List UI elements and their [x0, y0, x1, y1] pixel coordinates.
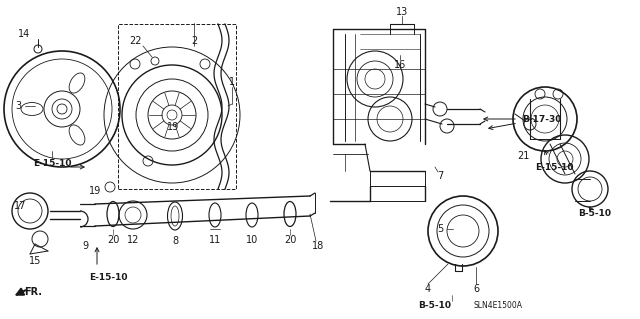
Text: 7: 7	[437, 171, 443, 181]
Text: 20: 20	[107, 235, 119, 245]
Text: E-15-10: E-15-10	[89, 272, 127, 281]
Text: E-15-10: E-15-10	[33, 160, 71, 168]
Text: E-15-10: E-15-10	[535, 162, 573, 172]
Text: 8: 8	[172, 236, 178, 246]
Text: 1: 1	[229, 77, 235, 87]
Text: 10: 10	[246, 235, 258, 245]
Text: 5: 5	[437, 224, 443, 234]
Text: 12: 12	[127, 235, 139, 245]
Text: B-5-10: B-5-10	[578, 210, 611, 219]
Text: 9: 9	[82, 241, 88, 251]
Text: 21: 21	[517, 151, 529, 161]
Text: 22: 22	[130, 36, 142, 46]
Text: SLN4E1500A: SLN4E1500A	[474, 300, 522, 309]
Text: 19: 19	[167, 122, 179, 132]
Text: 20: 20	[284, 235, 296, 245]
Text: 13: 13	[396, 7, 408, 17]
Bar	[118, 24, 236, 189]
Text: FR.: FR.	[24, 287, 42, 297]
Text: 4: 4	[425, 284, 431, 294]
Text: 11: 11	[209, 235, 221, 245]
Text: B-17-30: B-17-30	[522, 115, 561, 123]
Text: 15: 15	[29, 256, 41, 266]
Text: 18: 18	[312, 241, 324, 251]
Text: 3: 3	[15, 101, 21, 111]
Text: 14: 14	[18, 29, 30, 39]
Text: B-5-10: B-5-10	[419, 300, 451, 309]
Text: 16: 16	[394, 60, 406, 70]
Text: 19: 19	[89, 186, 101, 196]
Text: 6: 6	[473, 284, 479, 294]
Text: 17: 17	[14, 201, 26, 211]
Text: 2: 2	[191, 36, 197, 46]
